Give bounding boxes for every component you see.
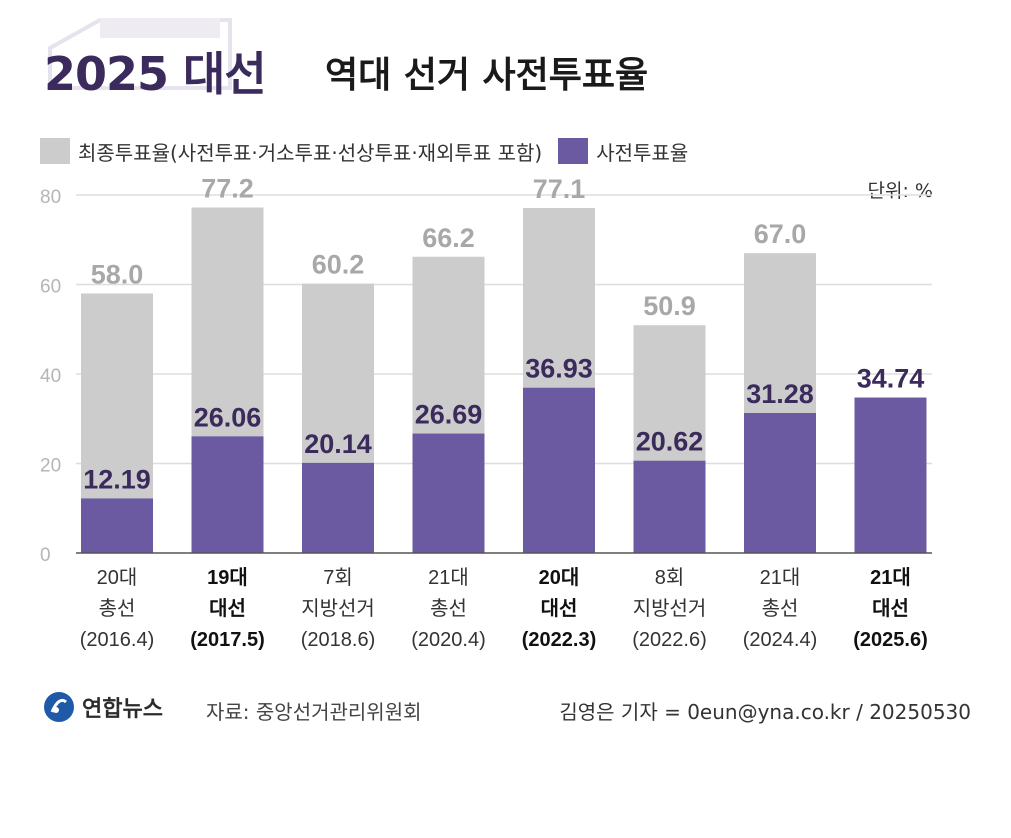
early-turnout-bar [81, 498, 153, 553]
legend-swatch-early [558, 138, 589, 164]
header: 2025 대선 역대 선거 사전투표율 [0, 0, 1011, 112]
x-category-label: (2017.5) [190, 629, 265, 651]
y-tick-label: 80 [40, 187, 61, 208]
credit-text: 김영은 기자 = 0eun@yna.co.kr / 20250530 [559, 700, 971, 724]
early-turnout-label: 12.19 [83, 464, 151, 494]
y-tick-label: 0 [40, 545, 51, 566]
x-category-label: 총선 [430, 597, 467, 620]
source-text: 자료: 중앙선거관리위원회 [206, 700, 422, 724]
x-category-label: 8회 [655, 566, 685, 589]
x-category-label: 20대 [539, 566, 580, 589]
page-title: 2025 대선 [44, 47, 267, 101]
legend: 최종투표율(사전투표·거소투표·선상투표·재외투표 포함) 사전투표율 [40, 136, 704, 166]
final-turnout-label: 58.0 [91, 259, 144, 289]
footer: 연합뉴스 자료: 중앙선거관리위원회 김영은 기자 = 0eun@yna.co.… [0, 686, 1011, 736]
early-turnout-label: 26.69 [415, 400, 483, 430]
x-category-label: 19대 [207, 566, 248, 589]
x-category-label: 지방선거 [301, 597, 375, 620]
early-turnout-label: 20.14 [304, 429, 372, 459]
early-turnout-label: 34.74 [857, 364, 925, 394]
early-turnout-label: 26.06 [194, 402, 262, 432]
logo-text: 연합뉴스 [82, 697, 163, 722]
early-turnout-label: 31.28 [746, 379, 814, 409]
legend-label-final: 최종투표율(사전투표·거소투표·선상투표·재외투표 포함) [78, 140, 543, 165]
x-category-label: 총선 [762, 597, 799, 620]
early-turnout-label: 36.93 [525, 354, 593, 384]
early-turnout-bar [302, 462, 374, 553]
early-turnout-bar [633, 460, 706, 553]
page-subtitle: 역대 선거 사전투표율 [325, 55, 649, 96]
x-category-label: 7회 [323, 566, 353, 589]
final-turnout-label: 67.0 [754, 219, 807, 249]
legend-label-early: 사전투표율 [596, 140, 689, 165]
x-category-label: 대선 [541, 597, 578, 620]
yonhap-logo: 연합뉴스 [42, 690, 163, 724]
x-category-label: (2016.4) [80, 629, 155, 651]
final-turnout-label: 60.2 [312, 250, 365, 280]
legend-swatch-final [40, 138, 70, 164]
x-category-label: (2024.4) [743, 629, 818, 651]
x-category-label: 21대 [870, 566, 911, 589]
x-category-label: 21대 [428, 566, 469, 589]
x-category-label: 총선 [99, 597, 136, 620]
final-turnout-label: 77.2 [201, 174, 254, 204]
x-category-label: (2018.6) [301, 629, 376, 651]
unit-label: 단위: % [867, 180, 933, 202]
ballot-box-icon [48, 18, 232, 90]
x-category-label: (2025.6) [853, 629, 928, 651]
y-tick-label: 20 [40, 456, 61, 477]
x-category-label: 20대 [97, 566, 138, 589]
final-turnout-label: 77.1 [533, 174, 586, 204]
yonhap-logo-icon [44, 692, 74, 722]
early-turnout-label: 20.62 [636, 427, 704, 457]
early-turnout-bar [744, 413, 816, 553]
final-turnout-label: 50.9 [643, 291, 696, 321]
early-turnout-bar [412, 433, 485, 553]
x-category-label: 지방선거 [633, 597, 707, 620]
x-category-label: 21대 [760, 566, 801, 589]
y-tick-label: 60 [40, 277, 61, 298]
early-turnout-bar [854, 397, 927, 553]
x-category-label: (2022.3) [522, 629, 597, 651]
x-category-label: (2022.6) [632, 629, 707, 651]
x-category-label: (2020.4) [411, 629, 486, 651]
early-turnout-bar [191, 436, 264, 553]
x-category-label: 대선 [872, 597, 909, 620]
x-category-label: 대선 [209, 597, 246, 620]
y-tick-label: 40 [40, 366, 61, 387]
early-turnout-bar [523, 387, 595, 553]
final-turnout-label: 66.2 [422, 223, 475, 253]
